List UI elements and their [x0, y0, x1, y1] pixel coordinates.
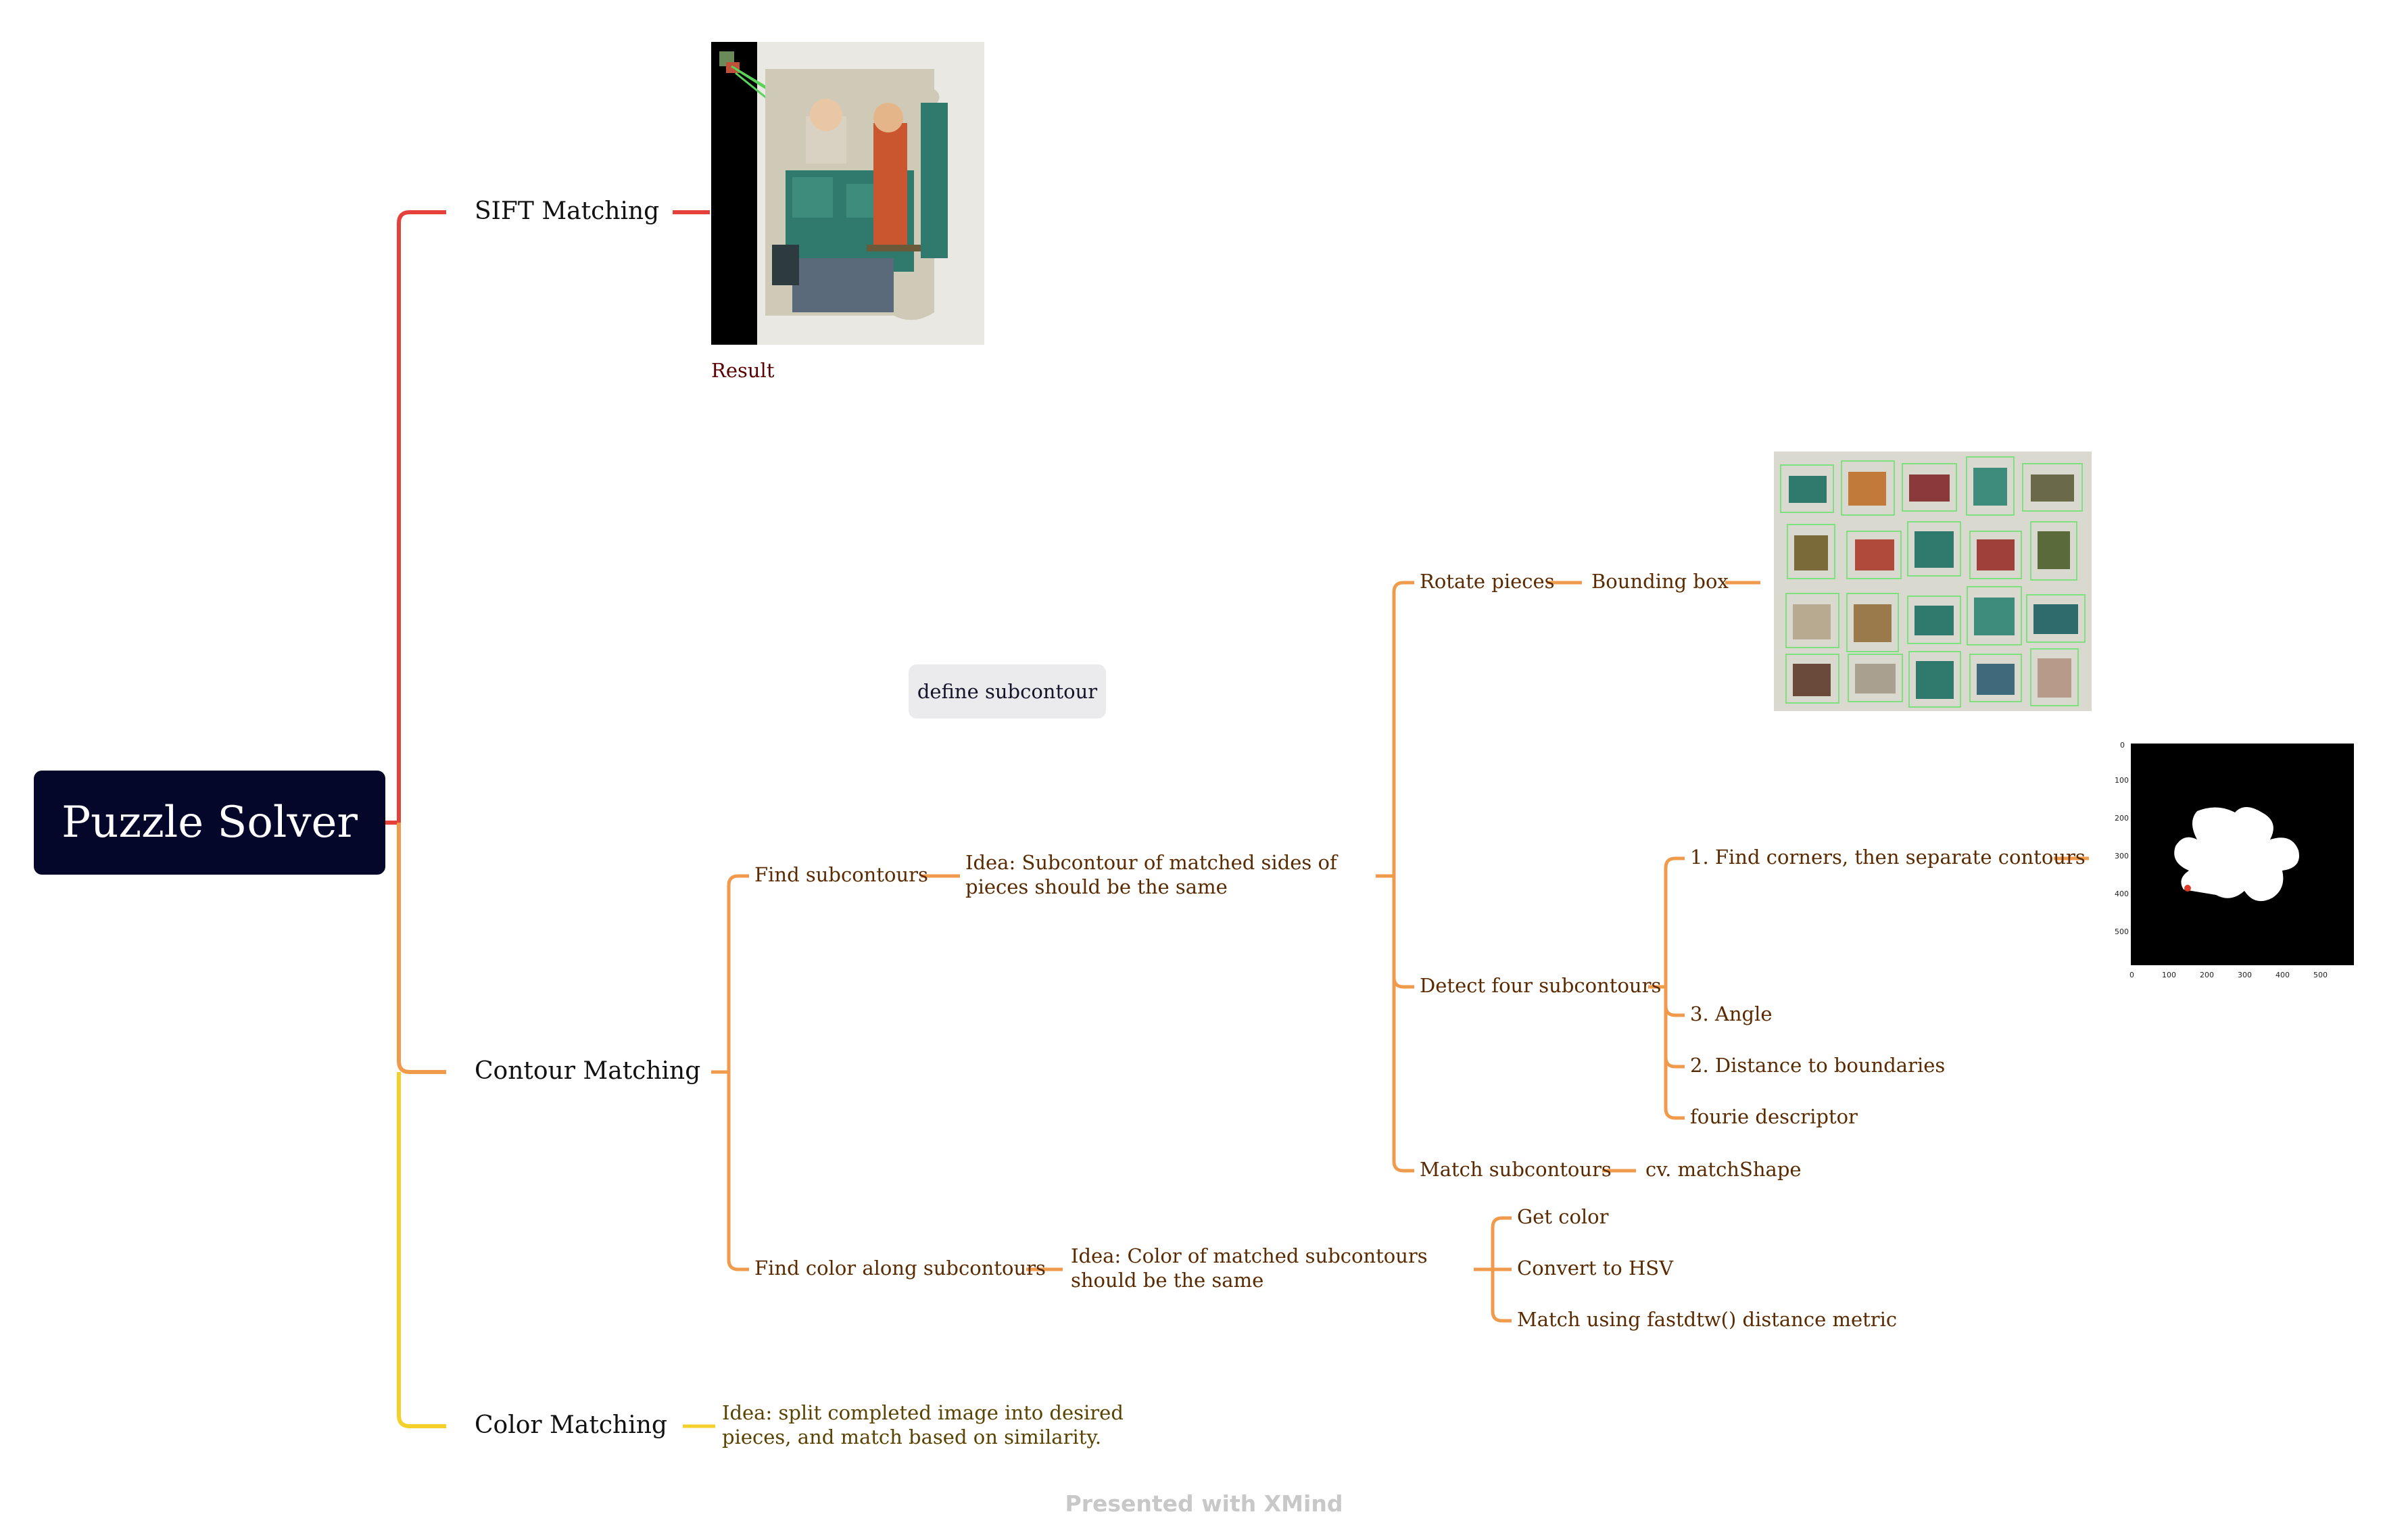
x-tick-100: 100: [2162, 971, 2176, 979]
topic-bounding-box[interactable]: Bounding box: [1591, 570, 1729, 593]
presented-with-xmind-footer: Presented with XMind: [1065, 1490, 1343, 1517]
floating-topic-label: define subcontour: [917, 680, 1098, 703]
connector-sift: [385, 210, 446, 825]
root-label: Puzzle Solver: [62, 798, 358, 848]
y-tick-200: 200: [2115, 814, 2129, 823]
topic-color-idea[interactable]: Idea: Color of matched subcontours shoul…: [1071, 1244, 1428, 1292]
topic-detect-four-subcontours[interactable]: Detect four subcontours: [1420, 974, 1662, 997]
connector-detect-item-4: [1664, 1057, 1685, 1120]
connector-detect-item-1: [1664, 856, 1685, 987]
topic-cv-matchshape[interactable]: cv. matchShape: [1645, 1158, 1802, 1181]
topic-match-fastdtw[interactable]: Match using fastdtw() distance metric: [1517, 1308, 1898, 1331]
floating-topic-define-subcontour[interactable]: define subcontour: [909, 664, 1106, 719]
x-tick-400: 400: [2275, 971, 2290, 979]
connector-contour: [397, 823, 446, 1074]
topic-convert-to-hsv[interactable]: Convert to HSV: [1517, 1257, 1674, 1280]
topic-find-corners[interactable]: 1. Find corners, then separate contours: [1690, 846, 2086, 869]
bounding-box-image: [1774, 452, 2092, 711]
x-tick-500: 500: [2313, 971, 2328, 979]
topic-match-subcontours[interactable]: Match subcontours: [1420, 1158, 1612, 1181]
x-tick-300: 300: [2238, 971, 2252, 979]
topic-color-matching-idea[interactable]: Idea: split completed image into desired…: [722, 1401, 1124, 1449]
topic-fourier-descriptor[interactable]: fourie descriptor: [1690, 1105, 1858, 1128]
connector-find-subcontours: [727, 874, 749, 1072]
topic-get-color[interactable]: Get color: [1517, 1205, 1609, 1228]
connector-detect-tip: [1392, 977, 1414, 989]
root-topic[interactable]: Puzzle Solver: [34, 771, 385, 875]
connector-color: [397, 1072, 446, 1428]
topic-color-matching[interactable]: Color Matching: [475, 1411, 667, 1439]
y-tick-100: 100: [2115, 776, 2129, 785]
topic-find-color-along-subcontours[interactable]: Find color along subcontours: [754, 1257, 1046, 1280]
y-tick-300: 300: [2115, 852, 2129, 860]
sift-image-caption: Result: [711, 359, 775, 382]
topic-subcontour-idea[interactable]: Idea: Subcontour of matched sides of pie…: [965, 851, 1337, 899]
y-tick-400: 400: [2115, 890, 2129, 898]
topic-rotate-pieces[interactable]: Rotate pieces: [1420, 570, 1555, 593]
x-tick-200: 200: [2200, 971, 2214, 979]
topic-find-subcontours[interactable]: Find subcontours: [754, 863, 928, 886]
topic-contour-matching[interactable]: Contour Matching: [475, 1057, 701, 1085]
sift-result-image: [711, 42, 984, 345]
connector-detect-item-2: [1664, 987, 1685, 1017]
y-tick-0: 0: [2120, 741, 2125, 750]
y-tick-500: 500: [2115, 927, 2129, 936]
x-tick-0: 0: [2129, 971, 2134, 979]
contour-plot-image: 0 100 200 300 400 500 0 100 200 300 400 …: [2102, 738, 2361, 983]
connector-color-item-3: [1491, 1269, 1512, 1323]
connector-color-item-1: [1491, 1216, 1512, 1269]
topic-sift-matching[interactable]: SIFT Matching: [475, 197, 660, 225]
topic-distance-to-boundaries[interactable]: 2. Distance to boundaries: [1690, 1054, 1946, 1077]
topic-angle[interactable]: 3. Angle: [1690, 1002, 1773, 1025]
connector-match: [1392, 977, 1414, 1173]
connector-rotate: [1392, 581, 1414, 876]
connector-find-color: [727, 1072, 749, 1271]
